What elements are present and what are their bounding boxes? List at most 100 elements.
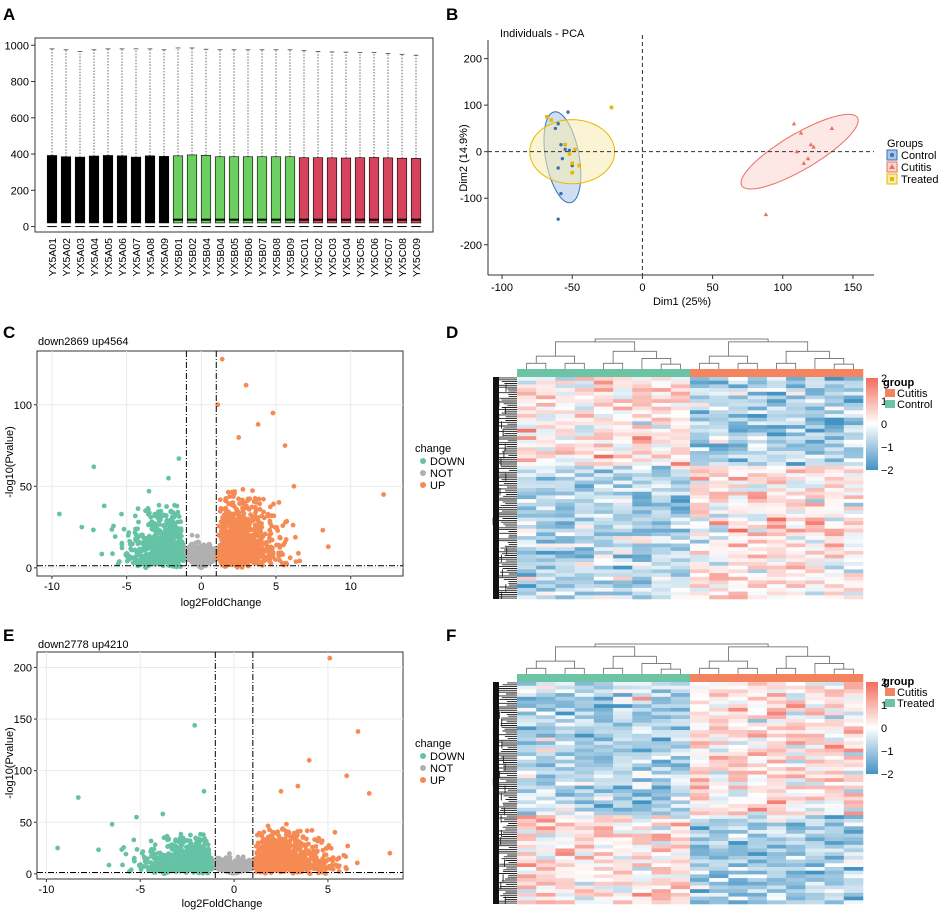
heatmap-cell	[786, 425, 806, 430]
volcano-point-down	[152, 856, 157, 861]
volcano-point-up	[267, 527, 273, 533]
heatmap-cell	[690, 443, 710, 448]
volcano-point-up	[243, 382, 249, 388]
heatmap-cell	[651, 384, 672, 389]
heatmap-cell	[805, 465, 825, 470]
heatmap-cell	[766, 473, 787, 478]
heatmap-cell	[651, 491, 672, 496]
heatmap-cell	[651, 428, 672, 433]
volcano-point-up	[319, 838, 325, 844]
heatmap-cell	[555, 502, 575, 507]
heatmap-cell	[786, 513, 806, 518]
heatmap-cell	[670, 532, 691, 537]
heatmap-cell	[574, 402, 595, 407]
volcano-e-legend-title: change	[415, 738, 451, 750]
volcano-point-up	[234, 506, 239, 512]
heatmap-cell	[670, 521, 691, 526]
volcano-point-down	[188, 841, 194, 846]
heatmap-cell	[747, 506, 768, 511]
panel-b-pca: Individuals - PCA Dim1 (25%) Dim2 (14.9%…	[458, 28, 939, 308]
panel-e-volcano: down2778 up4210 log2FoldChange -log10(Pv…	[4, 639, 465, 910]
heatmap-cell	[651, 480, 672, 485]
box	[354, 157, 366, 224]
heatmap-cell	[613, 425, 633, 430]
volcano-point-up	[272, 859, 278, 864]
heatmap-cell	[766, 421, 787, 426]
volcano-point-down	[148, 514, 154, 520]
heatmap-cell	[632, 443, 652, 448]
volcano-point-up	[252, 561, 258, 566]
heatmap-cell	[555, 510, 575, 515]
heatmap-cell	[593, 451, 614, 455]
heatmap-cell	[805, 528, 825, 533]
heatmap-cell	[670, 528, 691, 533]
heatmap-cell	[670, 417, 691, 422]
y-tick-label: 100	[14, 400, 32, 412]
heatmap-cell	[747, 462, 768, 467]
heatmap-cell	[613, 536, 633, 541]
y-tick-label: 200	[14, 662, 32, 674]
volcano-point-up	[270, 852, 276, 858]
heatmap-cell	[728, 543, 748, 548]
volcano-point-up	[324, 845, 330, 851]
heatmap-cell	[728, 517, 748, 522]
heatmap-cell	[593, 458, 614, 463]
box	[158, 156, 170, 224]
heatmap-cell	[843, 414, 864, 418]
heatmap-cell	[517, 402, 537, 407]
heatmap-cell	[747, 521, 768, 526]
heatmap-cell	[670, 402, 691, 407]
heatmap-cell	[728, 506, 748, 511]
volcano-point-up	[302, 854, 308, 860]
heatmap-cell	[670, 451, 691, 455]
pca-point-treated	[545, 114, 549, 119]
heatmap-cell	[843, 417, 864, 422]
heatmap-cell	[690, 521, 710, 526]
heatmap-cell	[670, 476, 691, 481]
heatmap-cell	[728, 491, 748, 496]
volcano-point-down	[184, 853, 190, 858]
heatmap-cell	[670, 414, 691, 418]
volcano-point-down	[201, 788, 207, 794]
heatmap-cell	[690, 388, 710, 393]
heatmap-cell	[651, 458, 672, 463]
heatmap-cell	[632, 465, 652, 470]
heatmap-cell	[843, 495, 864, 500]
volcano-point-not	[201, 542, 207, 548]
x-tick-label: 5	[273, 581, 279, 593]
panel-c-volcano: down2869 up4564 log2FoldChange -log10(Pv…	[4, 336, 465, 609]
heatmap-cell	[517, 532, 537, 537]
volcano-point-up	[320, 847, 326, 853]
x-tick-label: YX5B04	[215, 238, 227, 277]
heatmap-cell	[651, 425, 672, 430]
volcano-point-up	[296, 839, 302, 845]
heatmap-cell	[690, 491, 710, 496]
heatmap-cell	[824, 480, 845, 485]
volcano-e-legend-down: DOWN	[430, 751, 465, 763]
heatmap-cell	[536, 532, 556, 537]
volcano-point-up	[272, 525, 278, 530]
heatmap-cell	[555, 391, 575, 396]
heatmap-cell	[843, 484, 864, 489]
heatmap-cell	[824, 425, 845, 430]
volcano-point-up	[254, 554, 260, 559]
heatmap-cell	[824, 532, 845, 537]
heatmap-cell	[690, 410, 710, 415]
volcano-point-up	[254, 849, 260, 855]
heatmap-cell	[728, 454, 748, 459]
heatmap-cell	[574, 436, 595, 441]
heatmap-cell	[555, 410, 575, 415]
box	[340, 157, 352, 224]
volcano-point-down	[163, 513, 169, 519]
heatmap-cell	[613, 391, 633, 396]
volcano-point-down	[55, 845, 60, 851]
heatmap-cell	[824, 380, 845, 385]
volcano-point-up	[276, 500, 282, 505]
heatmap-cell	[766, 380, 787, 385]
heatmap-cell	[766, 377, 787, 381]
heatmap-cell	[786, 462, 806, 467]
volcano-point-down	[157, 850, 163, 856]
volcano-point-up	[260, 838, 266, 843]
heatmap-cell	[555, 428, 575, 433]
volcano-point-not	[195, 539, 201, 545]
